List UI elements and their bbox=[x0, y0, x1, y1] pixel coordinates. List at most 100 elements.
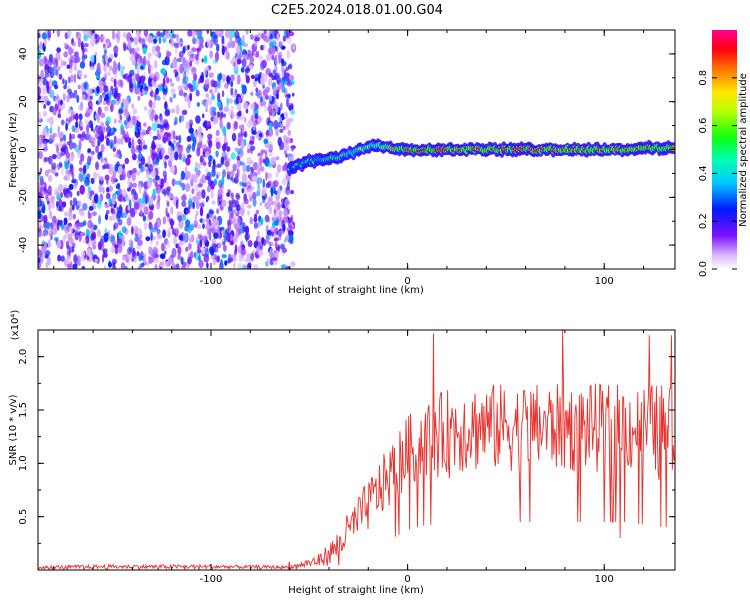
noise-speck bbox=[144, 221, 147, 231]
noise-speck bbox=[124, 157, 130, 165]
noise-speck bbox=[44, 64, 48, 70]
noise-speck bbox=[174, 116, 178, 125]
noise-speck bbox=[71, 172, 75, 180]
noise-speck bbox=[102, 248, 108, 254]
noise-speck bbox=[219, 205, 224, 211]
noise-speck bbox=[178, 89, 184, 97]
noise-speck bbox=[162, 77, 166, 87]
noise-speck bbox=[239, 181, 244, 186]
noise-speck bbox=[104, 135, 108, 140]
noise-speck bbox=[184, 94, 190, 103]
noise-speck bbox=[152, 246, 158, 255]
noise-speck bbox=[198, 134, 203, 143]
noise-speck bbox=[131, 226, 134, 235]
y-tick-label: 0 bbox=[18, 146, 29, 152]
noise-speck bbox=[217, 196, 220, 207]
noise-speck bbox=[110, 103, 114, 110]
noise-speck bbox=[192, 196, 197, 202]
x-tick-label: -100 bbox=[200, 276, 223, 287]
noise-speck bbox=[104, 228, 108, 234]
noise-speck bbox=[123, 107, 129, 118]
noise-speck bbox=[196, 147, 201, 157]
noise-speck bbox=[116, 92, 120, 102]
noise-speck bbox=[68, 246, 74, 253]
noise-speck bbox=[138, 253, 142, 262]
noise-speck bbox=[56, 240, 62, 249]
noise-speck bbox=[69, 164, 74, 173]
noise-speck bbox=[163, 187, 167, 197]
noise-speck bbox=[97, 96, 102, 105]
noise-speck bbox=[277, 121, 281, 128]
noise-speck bbox=[286, 50, 291, 59]
colorbar-tick-label: 0.4 bbox=[698, 165, 709, 181]
noise-speck bbox=[270, 187, 274, 197]
noise-speck bbox=[105, 209, 110, 215]
noise-speck bbox=[62, 92, 66, 102]
noise-speck bbox=[268, 151, 273, 158]
noise-speck bbox=[217, 241, 222, 249]
noise-speck bbox=[77, 69, 83, 77]
noise-speck bbox=[206, 262, 209, 269]
noise-speck bbox=[111, 30, 116, 40]
noise-speck bbox=[114, 244, 119, 249]
noise-speck bbox=[273, 72, 279, 80]
noise-speck bbox=[181, 200, 187, 208]
noise-speck bbox=[79, 61, 86, 69]
noise-speck bbox=[211, 200, 216, 205]
noise-speck bbox=[154, 93, 157, 101]
noise-speck bbox=[140, 156, 146, 166]
noise-speck bbox=[262, 178, 265, 188]
noise-speck bbox=[193, 251, 197, 259]
noise-speck bbox=[118, 119, 122, 124]
noise-speck bbox=[46, 221, 50, 230]
noise-speck bbox=[105, 116, 111, 125]
noise-speck bbox=[38, 58, 44, 67]
noise-speck bbox=[291, 92, 295, 97]
noise-speck bbox=[107, 57, 112, 63]
noise-speck bbox=[250, 145, 256, 151]
noise-speck bbox=[267, 163, 273, 168]
noise-speck bbox=[108, 65, 113, 71]
noise-speck bbox=[207, 97, 213, 106]
noise-speck bbox=[46, 86, 50, 93]
noise-speck bbox=[120, 135, 124, 146]
noise-speck bbox=[255, 209, 260, 215]
noise-speck bbox=[51, 215, 57, 224]
noise-speck bbox=[134, 85, 141, 95]
noise-speck bbox=[111, 87, 118, 98]
noise-speck bbox=[70, 74, 74, 83]
noise-speck bbox=[139, 65, 144, 70]
noise-speck bbox=[206, 30, 210, 35]
noise-speck bbox=[56, 144, 59, 154]
noise-speck bbox=[45, 194, 49, 200]
noise-speck bbox=[62, 236, 66, 243]
noise-speck bbox=[193, 73, 198, 81]
noise-speck bbox=[39, 175, 44, 186]
noise-speck bbox=[167, 227, 172, 235]
noise-speck bbox=[134, 47, 141, 52]
noise-speck bbox=[176, 33, 180, 43]
noise-speck bbox=[200, 71, 205, 81]
noise-speck bbox=[196, 102, 200, 107]
noise-speck bbox=[152, 156, 158, 165]
noise-speck bbox=[275, 156, 280, 161]
noise-speck bbox=[202, 144, 208, 153]
noise-speck bbox=[83, 74, 88, 79]
noise-speck bbox=[87, 100, 93, 109]
noise-speck bbox=[58, 73, 63, 80]
noise-speck bbox=[86, 173, 91, 180]
noise-speck bbox=[38, 86, 41, 96]
noise-speck bbox=[279, 128, 284, 133]
noise-speck bbox=[178, 152, 182, 161]
noise-speck bbox=[237, 216, 241, 226]
noise-speck bbox=[149, 64, 153, 71]
noise-speck bbox=[211, 168, 216, 178]
noise-speck bbox=[71, 41, 77, 47]
noise-speck bbox=[264, 37, 271, 43]
noise-speck bbox=[189, 92, 193, 102]
noise-speck bbox=[210, 248, 215, 256]
noise-speck bbox=[155, 240, 159, 247]
noise-speck bbox=[246, 121, 253, 128]
noise-speck bbox=[178, 115, 182, 124]
noise-speck bbox=[70, 153, 74, 163]
